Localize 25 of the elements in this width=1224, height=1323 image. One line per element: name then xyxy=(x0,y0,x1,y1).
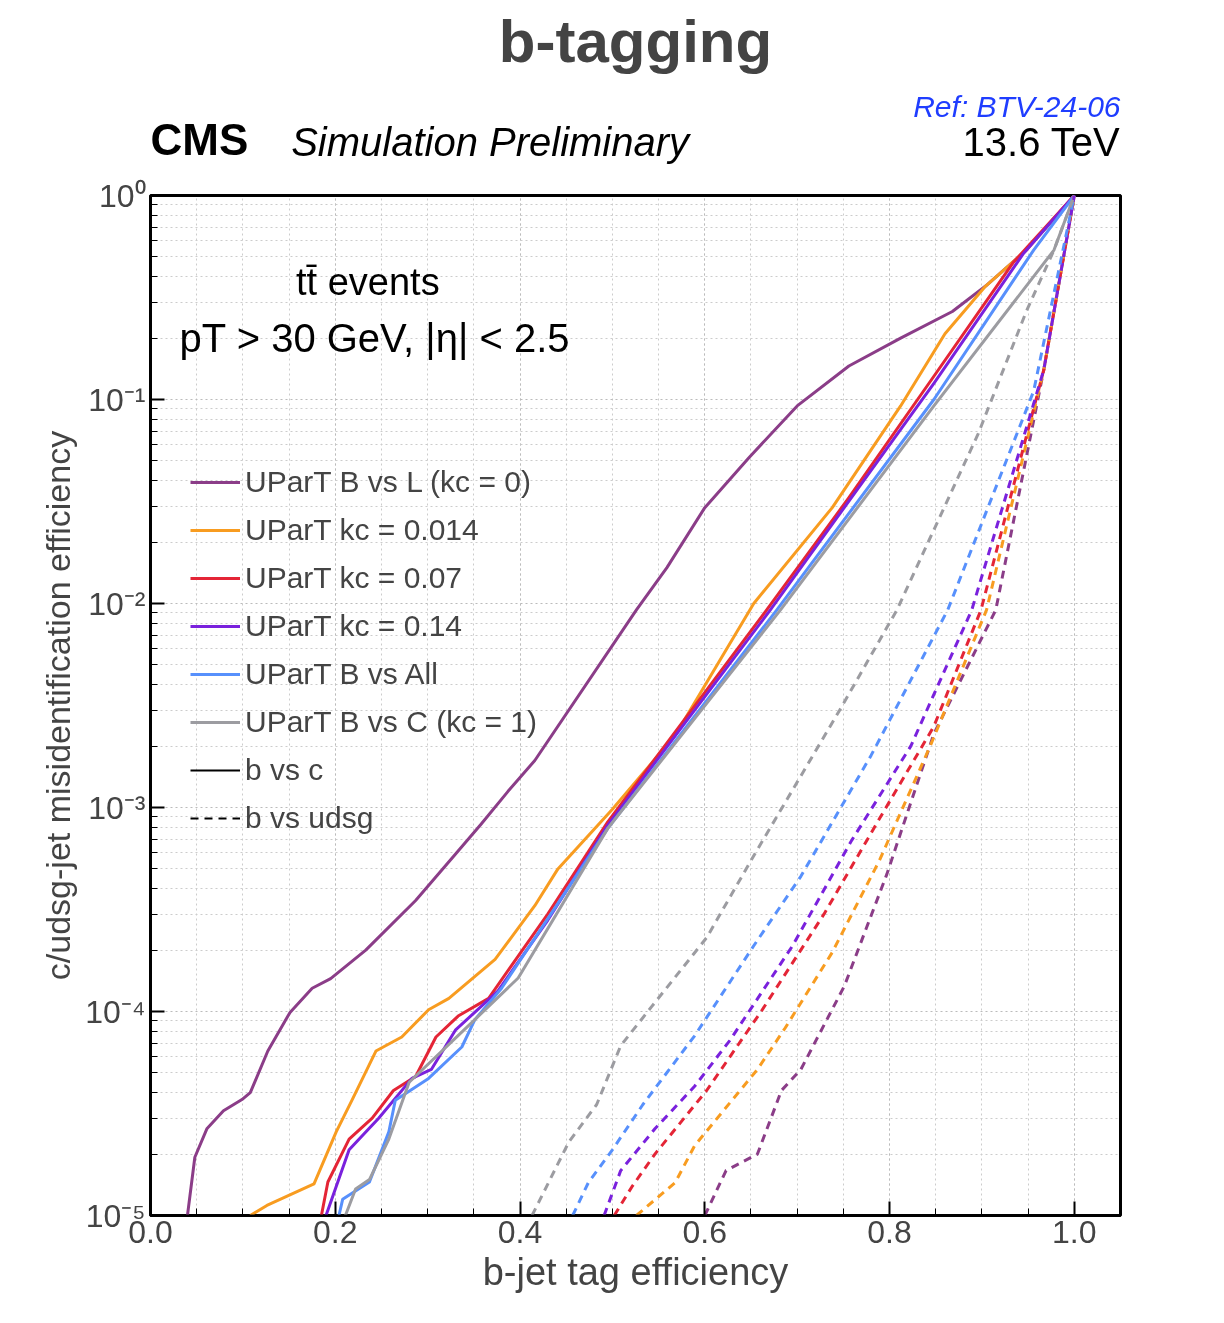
legend-label: UParT kc = 0.07 xyxy=(245,561,463,595)
y-tick-label: 10⁻² xyxy=(88,585,146,622)
x-tick-label: 0.4 xyxy=(497,1213,543,1250)
text: Simulation Preliminary xyxy=(291,119,693,164)
annotation: b vs c xyxy=(245,753,324,787)
y-tick-label: 10⁻¹ xyxy=(88,381,146,418)
chart-title: b-tagging xyxy=(498,7,773,75)
legend-label: UParT B vs L (kc = 0) xyxy=(245,465,531,499)
x-tick-label: 0.8 xyxy=(867,1213,912,1250)
annotation: pT > 30 GeV, |η| < 2.5 xyxy=(179,316,570,361)
legend-label: UParT kc = 0.14 xyxy=(245,609,463,643)
text: CMS xyxy=(150,114,249,164)
legend-label: UParT B vs C (kc = 1) xyxy=(245,705,538,739)
y-tick-label: 10⁻³ xyxy=(88,789,146,826)
y-tick-label: 10⁰ xyxy=(98,177,146,214)
legend-label: UParT B vs All xyxy=(245,657,438,691)
x-tick-label: 1.0 xyxy=(1052,1213,1097,1250)
annotation: tt̄ events xyxy=(296,261,440,304)
x-tick-label: 0.6 xyxy=(682,1213,728,1250)
y-tick-label: 10⁻⁴ xyxy=(85,993,146,1030)
x-tick-label: 0.2 xyxy=(313,1213,358,1250)
x-axis-title: b-jet tag efficiency xyxy=(482,1250,789,1293)
annotation: b vs udsg xyxy=(245,801,374,835)
y-axis-title: c/udsg-jet misidentification efficiency xyxy=(39,430,78,981)
legend-label: UParT kc = 0.014 xyxy=(245,513,479,547)
